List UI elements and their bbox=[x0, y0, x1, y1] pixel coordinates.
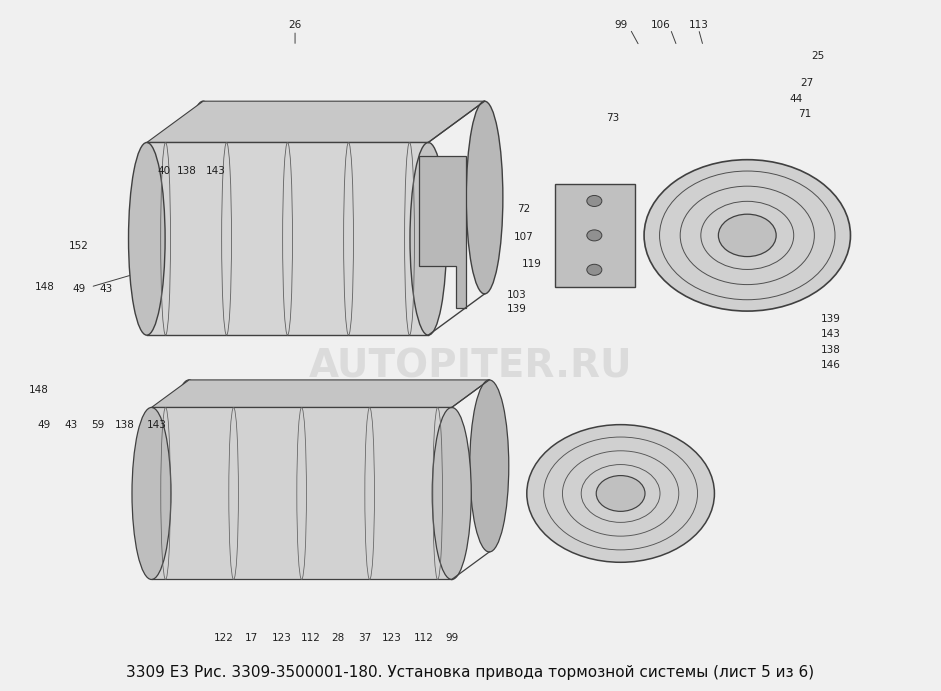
Text: 44: 44 bbox=[789, 94, 803, 104]
Ellipse shape bbox=[432, 408, 471, 580]
Text: 40: 40 bbox=[157, 166, 170, 176]
Text: AUTOPITER.RU: AUTOPITER.RU bbox=[309, 347, 632, 385]
Text: 113: 113 bbox=[689, 20, 709, 30]
Ellipse shape bbox=[470, 380, 509, 552]
Text: 139: 139 bbox=[506, 304, 526, 314]
Text: 123: 123 bbox=[382, 633, 402, 643]
Circle shape bbox=[587, 264, 602, 275]
Text: 138: 138 bbox=[177, 166, 197, 176]
Text: 27: 27 bbox=[800, 77, 813, 88]
Text: 138: 138 bbox=[116, 419, 136, 430]
Circle shape bbox=[718, 214, 776, 256]
Text: 73: 73 bbox=[607, 113, 620, 124]
Text: 119: 119 bbox=[521, 259, 541, 269]
Text: 37: 37 bbox=[358, 633, 371, 643]
Text: 49: 49 bbox=[72, 284, 86, 294]
Circle shape bbox=[597, 475, 645, 511]
Polygon shape bbox=[152, 408, 452, 580]
Text: 123: 123 bbox=[272, 633, 292, 643]
Text: 49: 49 bbox=[38, 419, 51, 430]
Text: 112: 112 bbox=[301, 633, 321, 643]
Circle shape bbox=[644, 160, 851, 311]
Circle shape bbox=[587, 230, 602, 241]
Ellipse shape bbox=[467, 101, 502, 294]
Text: 71: 71 bbox=[798, 109, 811, 120]
Ellipse shape bbox=[129, 142, 165, 335]
Text: 148: 148 bbox=[29, 386, 49, 395]
Text: 143: 143 bbox=[147, 419, 167, 430]
Text: 146: 146 bbox=[821, 360, 840, 370]
Circle shape bbox=[587, 196, 602, 207]
Ellipse shape bbox=[169, 380, 209, 552]
Circle shape bbox=[527, 425, 714, 562]
Text: 26: 26 bbox=[289, 21, 302, 30]
Text: 143: 143 bbox=[206, 166, 226, 176]
Ellipse shape bbox=[184, 101, 221, 294]
Text: 112: 112 bbox=[414, 633, 434, 643]
FancyBboxPatch shape bbox=[555, 184, 634, 287]
Text: 28: 28 bbox=[331, 633, 344, 643]
Text: 17: 17 bbox=[246, 633, 259, 643]
Text: 99: 99 bbox=[445, 633, 458, 643]
Text: 59: 59 bbox=[91, 419, 104, 430]
Polygon shape bbox=[419, 156, 466, 307]
Polygon shape bbox=[147, 142, 428, 335]
Text: 122: 122 bbox=[214, 633, 233, 643]
Text: 103: 103 bbox=[506, 290, 526, 301]
Text: 43: 43 bbox=[64, 419, 77, 430]
Text: 43: 43 bbox=[100, 284, 113, 294]
Text: 143: 143 bbox=[821, 330, 840, 339]
Text: 25: 25 bbox=[811, 50, 824, 61]
Text: 138: 138 bbox=[821, 345, 840, 354]
Ellipse shape bbox=[132, 408, 171, 580]
Text: 107: 107 bbox=[514, 231, 534, 242]
Ellipse shape bbox=[410, 142, 447, 335]
Text: 106: 106 bbox=[651, 20, 671, 30]
Polygon shape bbox=[152, 380, 489, 408]
Text: 72: 72 bbox=[518, 205, 531, 214]
Text: 148: 148 bbox=[35, 282, 55, 292]
Polygon shape bbox=[147, 101, 485, 142]
Text: 99: 99 bbox=[614, 20, 628, 30]
Text: 139: 139 bbox=[821, 314, 840, 324]
Text: 152: 152 bbox=[69, 241, 88, 252]
Text: 3309 Е3 Рис. 3309-3500001-180. Установка привода тормозной системы (лист 5 из 6): 3309 Е3 Рис. 3309-3500001-180. Установка… bbox=[126, 665, 815, 680]
